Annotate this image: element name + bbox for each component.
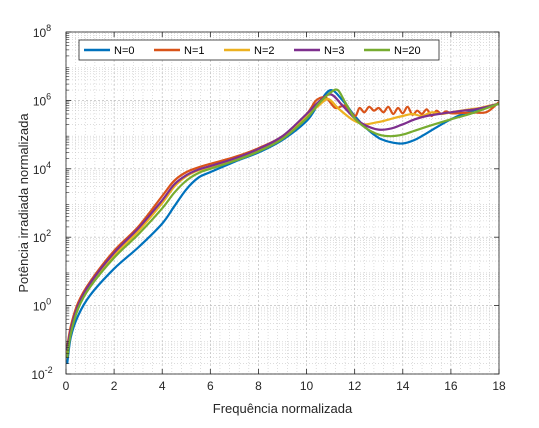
series-line-n-3 — [66, 93, 499, 351]
y-tick-label: 106 — [33, 91, 51, 108]
x-tick-label: 18 — [492, 379, 506, 393]
x-tick-label: 2 — [111, 379, 118, 393]
y-tick-label: 102 — [33, 228, 51, 245]
x-tick-label: 0 — [63, 379, 70, 393]
y-tick-label: 108 — [33, 23, 51, 40]
legend-box — [78, 39, 440, 61]
series-layer — [66, 88, 499, 364]
x-tick-label: 12 — [348, 379, 362, 393]
x-tick-label: 14 — [396, 379, 410, 393]
x-tick-labels: 0 2 4 6 8 10 12 14 16 18 — [63, 379, 506, 393]
y-tick-labels: 10-2 100 102 104 106 108 — [31, 23, 52, 382]
y-tick-label: 100 — [33, 297, 51, 314]
legend-label-n-2: N=2 — [254, 45, 275, 57]
legend-label-n-1: N=1 — [184, 45, 205, 57]
series-line-n-20 — [66, 88, 499, 358]
x-tick-label: 10 — [300, 379, 314, 393]
x-tick-label: 8 — [255, 379, 262, 393]
axis-ticks — [65, 31, 500, 375]
legend-label-n-0: N=0 — [114, 45, 135, 57]
x-tick-label: 6 — [207, 379, 214, 393]
legend-label-n-3: N=3 — [324, 45, 345, 57]
series-line-n-1 — [66, 96, 499, 348]
plot-frame — [65, 31, 500, 375]
minor-grid — [66, 32, 499, 374]
x-axis-label: Frequência normalizada — [213, 401, 353, 416]
y-axis-label: Potência irradiada normalizada — [16, 113, 31, 293]
legend-label-n-20: N=20 — [394, 45, 421, 57]
x-tick-label: 4 — [159, 379, 166, 393]
plot-area — [66, 32, 499, 374]
y-tick-label: 10-2 — [31, 365, 52, 382]
legend: N=0 N=1 N=2 N=3 N=20 — [78, 39, 440, 61]
x-tick-label: 16 — [444, 379, 458, 393]
y-tick-label: 104 — [33, 160, 51, 177]
